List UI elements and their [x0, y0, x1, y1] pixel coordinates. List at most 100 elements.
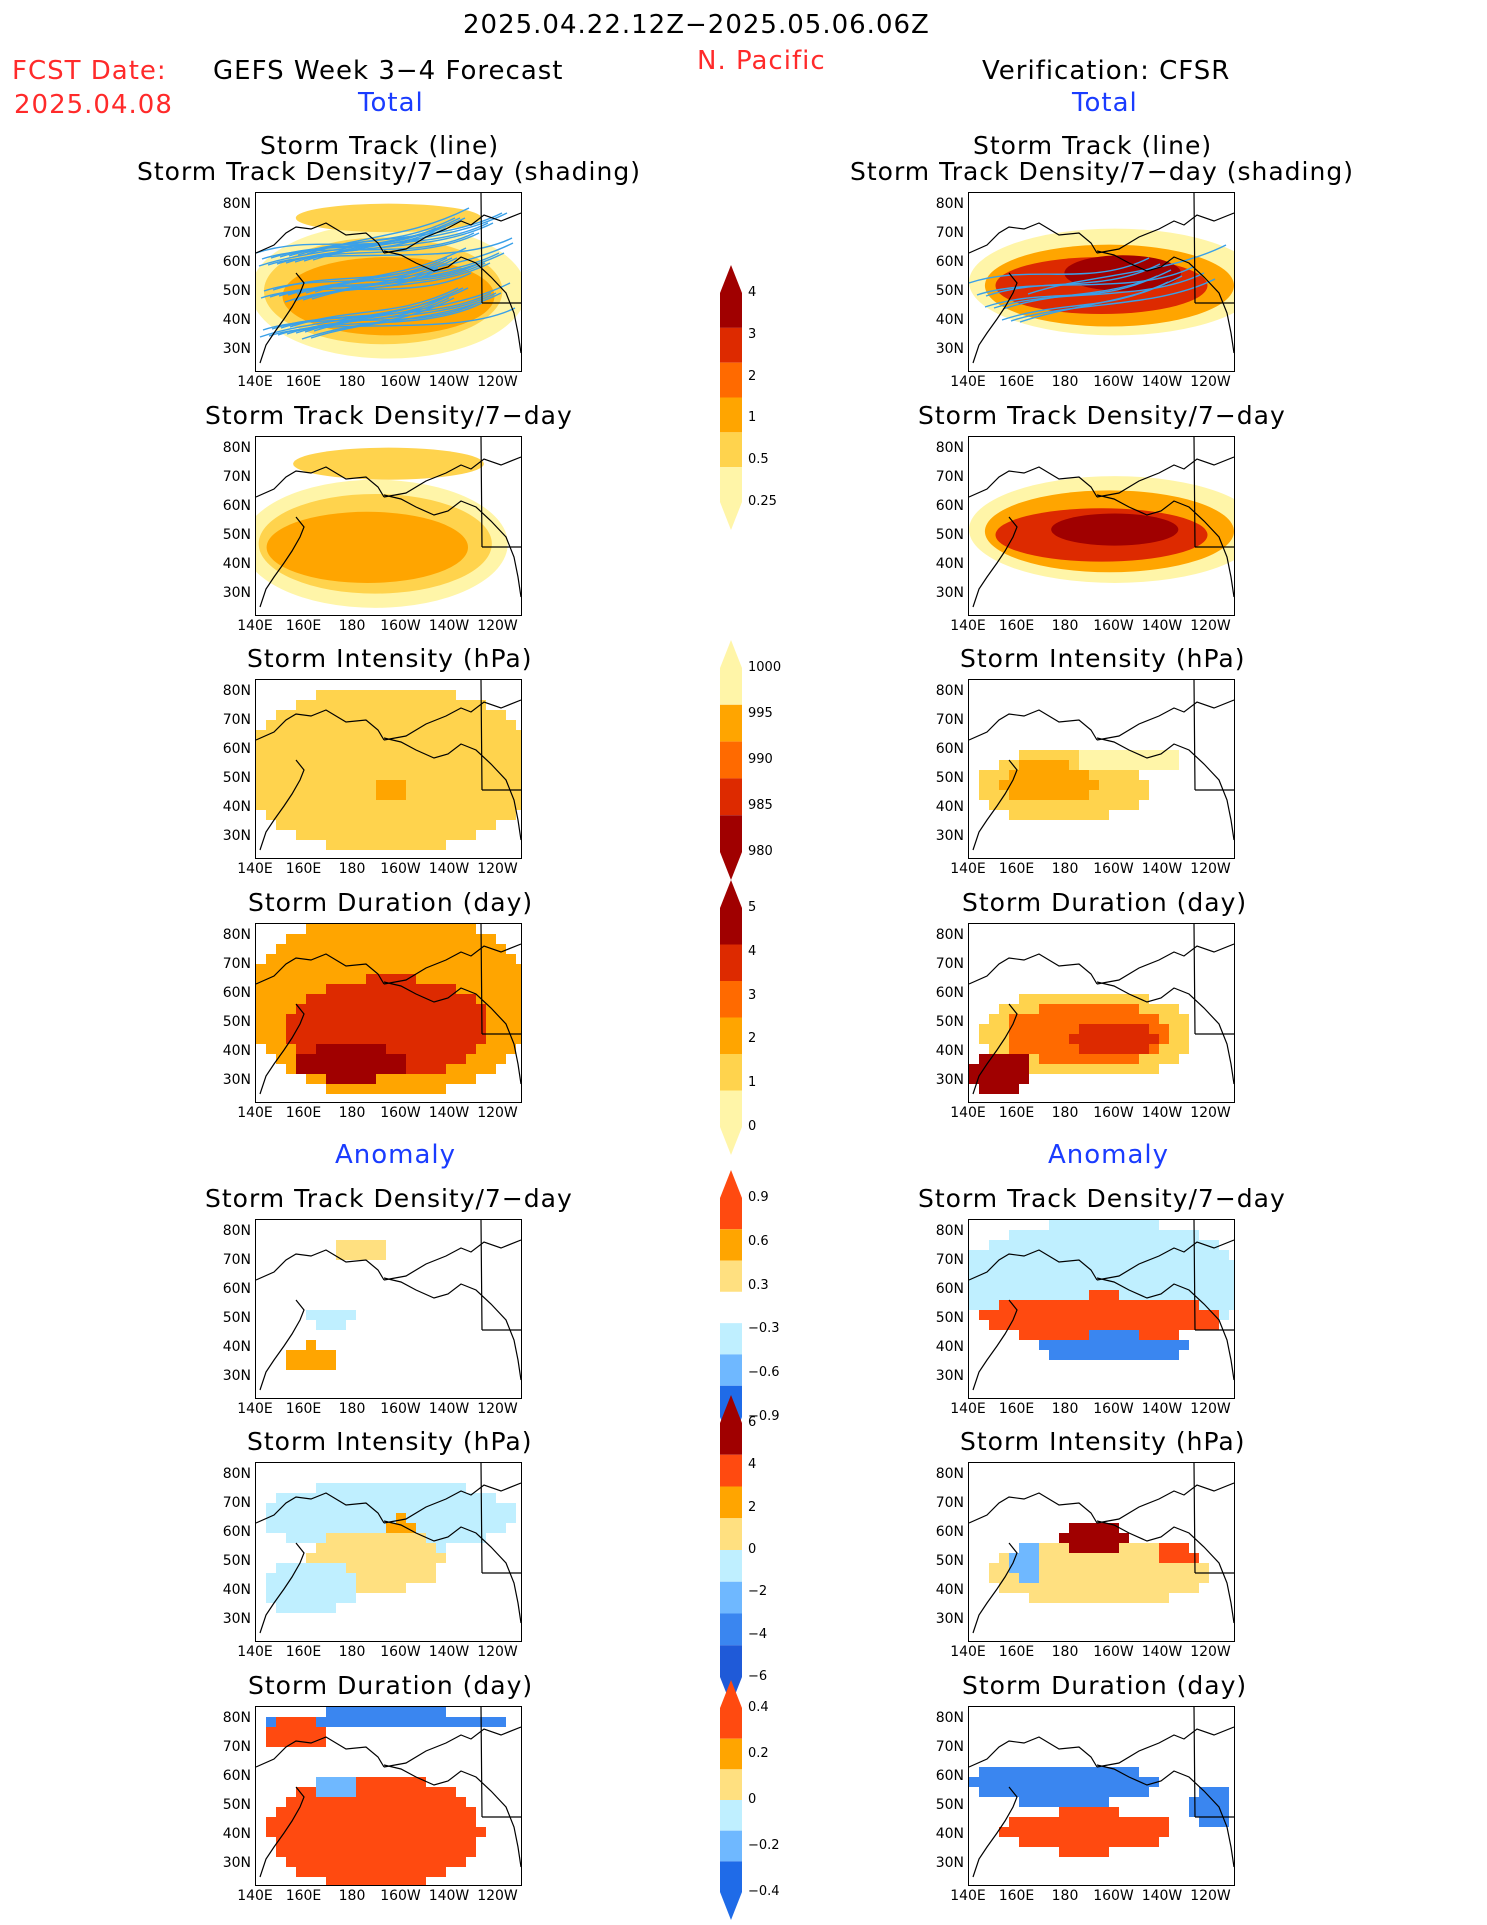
grid-cell — [1029, 770, 1039, 780]
grid-cell — [406, 1523, 416, 1533]
grid-cell — [1099, 1777, 1109, 1787]
grid-cell — [306, 820, 316, 830]
grid-cell — [1059, 1250, 1069, 1260]
grid-cell — [989, 780, 999, 790]
grid-cell — [1079, 1034, 1089, 1044]
grid-cell — [1079, 1230, 1089, 1240]
grid-cell — [426, 1483, 436, 1493]
lon-tick-label: 120W — [477, 1401, 518, 1417]
grid-cell — [416, 1014, 426, 1024]
grid-cell — [1149, 760, 1159, 770]
grid-cell — [1089, 1054, 1099, 1064]
grid-cell — [1159, 1280, 1169, 1290]
lat-tick-label: 80N — [222, 440, 251, 456]
grid-cell — [1169, 1330, 1179, 1340]
grid-cell — [1069, 1250, 1079, 1260]
grid-cell — [999, 760, 1009, 770]
grid-cell — [456, 1503, 466, 1513]
grid-cell — [296, 1593, 306, 1603]
colorbar-segment — [720, 778, 742, 816]
grid-cell — [1079, 1310, 1089, 1320]
lat-tick-label: 30N — [935, 1855, 964, 1871]
grid-cell — [1139, 1310, 1149, 1320]
grid-cell — [446, 964, 456, 974]
grid-cell — [466, 700, 476, 710]
grid-cell — [366, 1483, 376, 1493]
grid-cell — [326, 810, 336, 820]
grid-cell — [396, 1827, 406, 1837]
grid-cell — [416, 760, 426, 770]
grid-cell — [386, 1513, 396, 1523]
grid-cell — [376, 810, 386, 820]
lon-tick-label: 140W — [1141, 1105, 1183, 1121]
storm-track-line — [284, 267, 444, 303]
grid-cell — [999, 1250, 1009, 1260]
grid-cell — [1069, 1024, 1079, 1034]
grid-cell — [1089, 1767, 1099, 1777]
grid-cell — [436, 820, 446, 830]
grid-cell — [386, 840, 396, 850]
grid-cell — [426, 1553, 436, 1563]
lon-tick-label: 160W — [380, 1888, 421, 1904]
grid-cell — [306, 1737, 316, 1747]
grid-cell — [1009, 1034, 1019, 1044]
grid-cell — [426, 1034, 436, 1044]
grid-cell — [1099, 1553, 1109, 1563]
grid-cell — [396, 1717, 406, 1727]
grid-cell — [466, 1064, 476, 1074]
grid-cell — [406, 974, 416, 984]
grid-cell — [366, 1787, 376, 1797]
forecast-anom-density-map — [255, 1219, 522, 1399]
coastline — [256, 1463, 521, 1634]
grid-cell — [446, 810, 456, 820]
grid-cell — [336, 1593, 346, 1603]
lat-tick-label: 50N — [222, 1553, 251, 1569]
grid-cell — [356, 1543, 366, 1553]
colorbar-level-label: 2 — [748, 1499, 757, 1515]
grid-cell — [296, 720, 306, 730]
lat-tick-label: 40N — [935, 799, 964, 815]
grid-cell — [436, 800, 446, 810]
grid-cell — [969, 1270, 979, 1280]
grid-cell — [426, 780, 436, 790]
grid-cell — [1139, 1280, 1149, 1290]
grid-cell — [446, 1797, 456, 1807]
grid-cell — [396, 1543, 406, 1553]
lon-tick-label: 140W — [428, 1401, 470, 1417]
grid-cell — [1049, 1044, 1059, 1054]
grid-cell — [276, 954, 286, 964]
grid-cell — [1099, 1573, 1109, 1583]
grid-cell — [969, 1777, 979, 1787]
grid-cell — [306, 1074, 316, 1084]
grid-cell — [1029, 800, 1039, 810]
grid-cell — [306, 720, 316, 730]
grid-cell — [1029, 1014, 1039, 1024]
grid-cell — [1009, 770, 1019, 780]
colorbar-segment — [720, 704, 742, 742]
grid-cell — [1079, 1064, 1089, 1074]
left-anom-intensity-title: Storm Intensity (hPa) — [247, 1427, 533, 1456]
grid-cell — [516, 1024, 521, 1034]
lon-tick-label: 180 — [1051, 1644, 1079, 1660]
grid-cell — [416, 1797, 426, 1807]
grid-cell — [1119, 1340, 1129, 1350]
grid-cell — [506, 730, 516, 740]
grid-cell — [1209, 1290, 1219, 1300]
grid-cell — [979, 1084, 989, 1094]
lat-tick-label: 60N — [222, 1768, 251, 1784]
grid-cell — [1139, 1004, 1149, 1014]
grid-cell — [396, 1503, 406, 1513]
grid-cell — [396, 1877, 406, 1885]
grid-cell — [456, 1024, 466, 1034]
grid-cell — [256, 790, 266, 800]
grid-cell — [256, 730, 266, 740]
grid-cell — [1049, 760, 1059, 770]
grid-cell — [366, 1807, 376, 1817]
grid-cell — [376, 1583, 386, 1593]
grid-cell — [1149, 1064, 1159, 1074]
lat-tick-label: 60N — [935, 1524, 964, 1540]
grid-cell — [356, 1807, 366, 1817]
grid-cell — [286, 1014, 296, 1024]
colorbar-level-label: 3 — [748, 326, 757, 342]
grid-cell — [346, 1563, 356, 1573]
